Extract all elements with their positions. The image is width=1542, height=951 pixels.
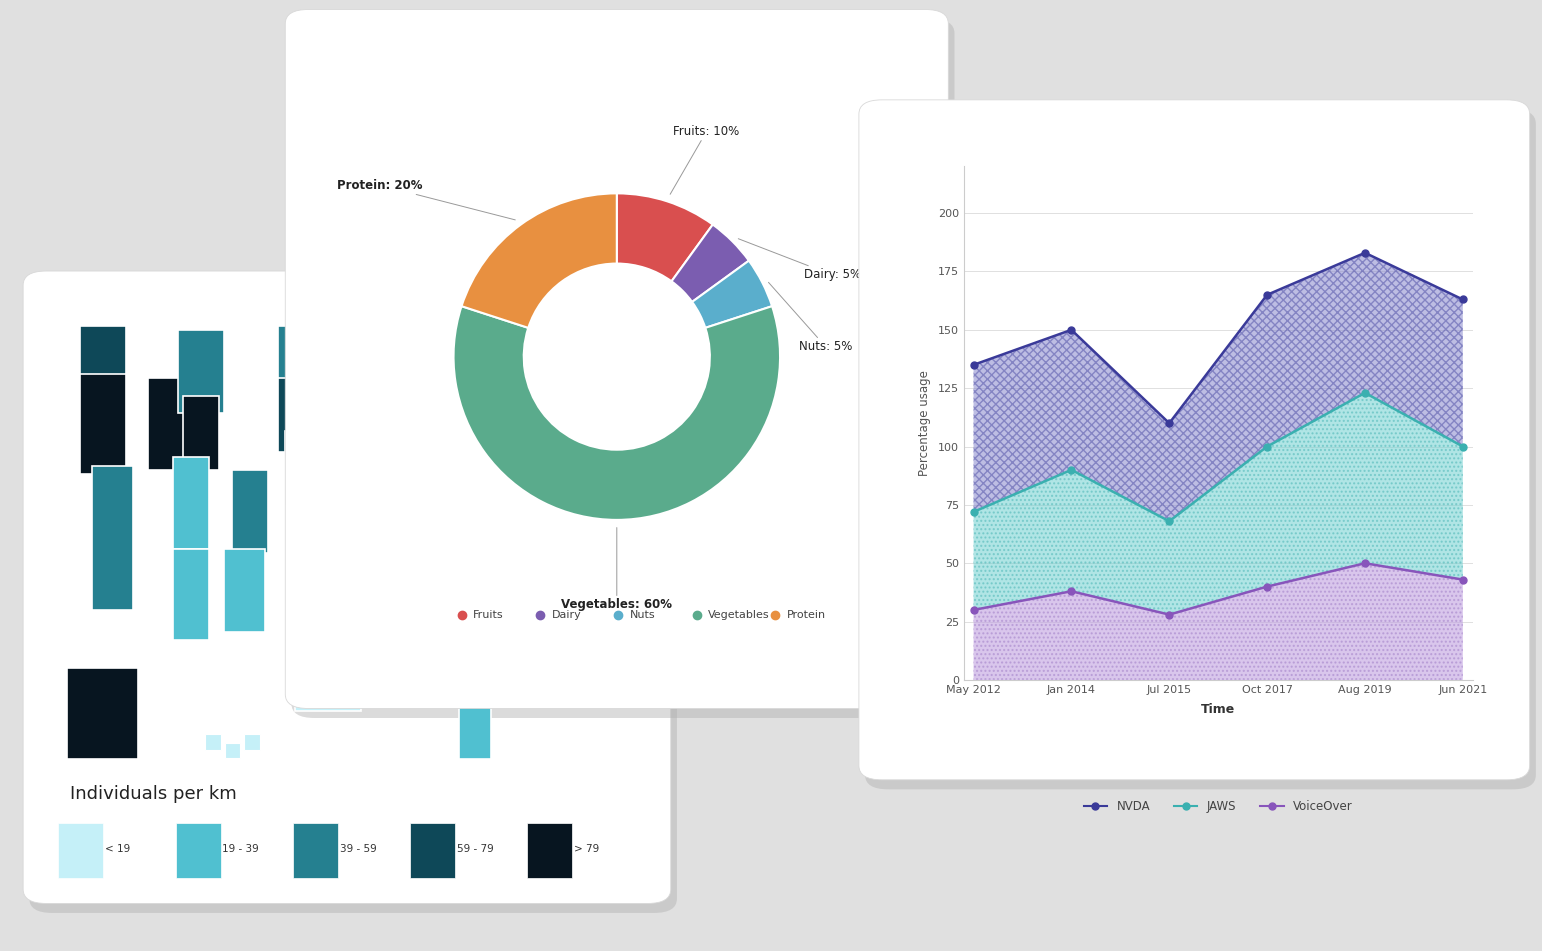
Text: 39 - 59: 39 - 59 <box>339 844 376 854</box>
FancyBboxPatch shape <box>460 632 490 759</box>
FancyBboxPatch shape <box>231 471 268 553</box>
Wedge shape <box>461 193 617 328</box>
FancyBboxPatch shape <box>278 325 319 399</box>
FancyBboxPatch shape <box>148 378 185 470</box>
FancyBboxPatch shape <box>278 378 319 452</box>
FancyBboxPatch shape <box>177 330 224 413</box>
FancyBboxPatch shape <box>523 400 564 483</box>
FancyBboxPatch shape <box>293 824 338 878</box>
FancyBboxPatch shape <box>486 541 523 606</box>
FancyBboxPatch shape <box>68 668 137 759</box>
Text: > 79: > 79 <box>574 844 600 854</box>
Wedge shape <box>617 193 712 281</box>
FancyBboxPatch shape <box>410 461 443 527</box>
FancyBboxPatch shape <box>205 734 221 749</box>
FancyBboxPatch shape <box>510 488 537 535</box>
Legend: NVDA, JAWS, VoiceOver: NVDA, JAWS, VoiceOver <box>1079 795 1357 818</box>
FancyBboxPatch shape <box>389 374 424 456</box>
FancyBboxPatch shape <box>476 501 513 575</box>
FancyBboxPatch shape <box>572 404 594 461</box>
FancyBboxPatch shape <box>80 325 126 399</box>
Text: Nuts: 5%: Nuts: 5% <box>768 282 853 354</box>
Wedge shape <box>453 306 780 520</box>
FancyBboxPatch shape <box>173 457 210 549</box>
Text: Protein: Protein <box>786 610 825 620</box>
Text: 59 - 79: 59 - 79 <box>456 844 493 854</box>
FancyBboxPatch shape <box>527 824 572 878</box>
Text: Protein: 20%: Protein: 20% <box>338 179 515 220</box>
FancyBboxPatch shape <box>389 593 424 658</box>
FancyBboxPatch shape <box>295 484 341 557</box>
FancyBboxPatch shape <box>513 409 555 492</box>
FancyBboxPatch shape <box>584 387 611 443</box>
Text: Fruits: 10%: Fruits: 10% <box>671 125 740 194</box>
FancyBboxPatch shape <box>80 374 126 474</box>
FancyBboxPatch shape <box>473 580 506 636</box>
Text: Fruits: Fruits <box>473 610 504 620</box>
Text: < 19: < 19 <box>105 844 131 854</box>
Text: 19 - 39: 19 - 39 <box>222 844 259 854</box>
FancyBboxPatch shape <box>225 743 241 758</box>
FancyBboxPatch shape <box>369 615 406 689</box>
FancyBboxPatch shape <box>447 461 484 527</box>
FancyBboxPatch shape <box>409 589 444 663</box>
Wedge shape <box>692 261 773 328</box>
FancyBboxPatch shape <box>93 466 133 610</box>
FancyBboxPatch shape <box>224 550 265 632</box>
FancyBboxPatch shape <box>410 824 455 878</box>
Text: Dairy: 5%: Dairy: 5% <box>739 239 860 281</box>
FancyBboxPatch shape <box>398 541 435 606</box>
FancyBboxPatch shape <box>348 422 386 495</box>
Wedge shape <box>671 224 749 301</box>
Y-axis label: Percentage usage: Percentage usage <box>917 370 931 476</box>
FancyBboxPatch shape <box>295 532 341 614</box>
Text: Vegetables: Vegetables <box>708 610 769 620</box>
FancyBboxPatch shape <box>398 453 435 535</box>
FancyBboxPatch shape <box>176 824 221 878</box>
FancyBboxPatch shape <box>182 396 219 470</box>
FancyBboxPatch shape <box>335 339 381 421</box>
FancyBboxPatch shape <box>244 734 261 749</box>
FancyBboxPatch shape <box>339 488 376 553</box>
FancyBboxPatch shape <box>339 536 376 610</box>
FancyBboxPatch shape <box>295 575 361 711</box>
FancyBboxPatch shape <box>447 593 484 658</box>
X-axis label: Time: Time <box>1201 703 1235 716</box>
FancyBboxPatch shape <box>173 549 210 640</box>
Text: Vegetables: 60%: Vegetables: 60% <box>561 528 672 611</box>
Text: Individuals per km: Individuals per km <box>71 785 237 803</box>
FancyBboxPatch shape <box>59 824 103 878</box>
Text: Nuts: Nuts <box>629 610 655 620</box>
FancyBboxPatch shape <box>423 400 469 500</box>
FancyBboxPatch shape <box>523 493 544 531</box>
FancyBboxPatch shape <box>285 431 332 505</box>
Text: Dairy: Dairy <box>552 610 581 620</box>
FancyBboxPatch shape <box>560 444 586 492</box>
FancyBboxPatch shape <box>438 501 473 575</box>
